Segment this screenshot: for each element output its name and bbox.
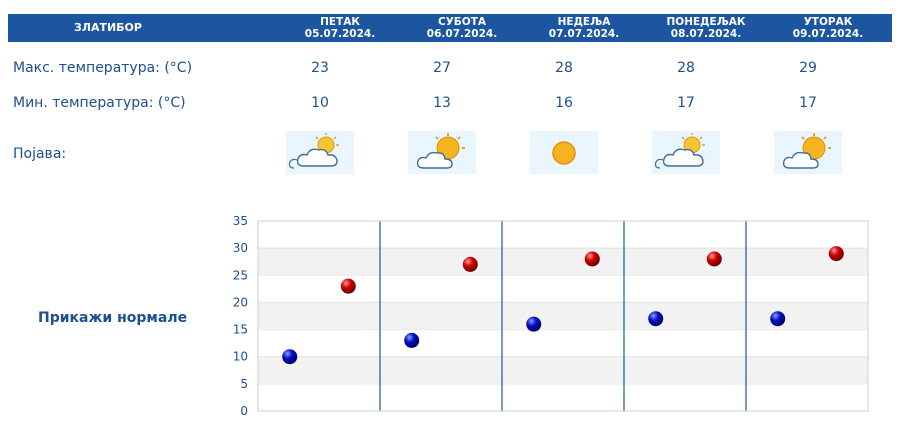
max-temp-value: 28 bbox=[555, 60, 573, 76]
forecast-header: ЗЛАТИБОР ПЕТАК 05.07.2024. СУБОТА 06.07.… bbox=[8, 14, 892, 42]
day-date: 05.07.2024. bbox=[304, 28, 376, 40]
max-temp-point bbox=[340, 278, 356, 294]
weather-icon-box bbox=[652, 131, 720, 174]
min-temp-point bbox=[648, 311, 664, 327]
min-temp-point bbox=[526, 316, 542, 332]
min-temp-value: 10 bbox=[311, 95, 329, 111]
day-header-3: НЕДЕЉА 07.07.2024. bbox=[524, 14, 644, 42]
y-tick-label: 10 bbox=[233, 350, 248, 364]
max-temp-point bbox=[706, 251, 722, 267]
min-temp-point bbox=[404, 332, 420, 348]
max-temp-value: 27 bbox=[433, 60, 451, 76]
sun-behind-cloud-icon bbox=[782, 133, 831, 169]
y-tick-label: 15 bbox=[233, 323, 248, 337]
y-tick-label: 0 bbox=[240, 404, 248, 418]
day-date: 06.07.2024. bbox=[426, 28, 498, 40]
grid-band bbox=[258, 248, 868, 276]
day-header-2: СУБОТА 06.07.2024. bbox=[402, 14, 522, 42]
max-temp-value: 28 bbox=[677, 60, 695, 76]
day-name: СУБОТА bbox=[437, 16, 487, 28]
day-header-4: ПОНЕДЕЉАК 08.07.2024. bbox=[646, 14, 766, 42]
day-name: НЕДЕЉА bbox=[557, 16, 611, 28]
y-tick-label: 30 bbox=[233, 241, 248, 255]
partly-cloudy-icon bbox=[654, 133, 705, 169]
max-temp-point bbox=[462, 256, 478, 272]
y-tick-label: 35 bbox=[233, 214, 248, 228]
day-name: ПЕТАК bbox=[320, 16, 360, 28]
day-header-1: ПЕТАК 05.07.2024. bbox=[280, 14, 400, 42]
sun-icon bbox=[552, 141, 576, 165]
sun-behind-cloud-icon bbox=[416, 133, 465, 169]
max-temp-label: Макс. температура: (°C) bbox=[13, 60, 193, 76]
weather-icon-box bbox=[774, 131, 842, 174]
max-temp-value: 23 bbox=[311, 60, 329, 76]
y-tick-label: 20 bbox=[233, 295, 248, 309]
weather-icon-box bbox=[286, 131, 354, 174]
day-date: 08.07.2024. bbox=[670, 28, 742, 40]
min-temp-value: 17 bbox=[799, 95, 817, 111]
plot-frame bbox=[257, 220, 869, 412]
min-temp-value: 16 bbox=[555, 95, 573, 111]
phenomenon-label: Појава: bbox=[13, 146, 67, 162]
weather-icon-box bbox=[408, 131, 476, 174]
day-date: 09.07.2024. bbox=[792, 28, 864, 40]
y-tick-label: 5 bbox=[240, 377, 248, 391]
min-temp-value: 17 bbox=[677, 95, 695, 111]
y-tick-label: 25 bbox=[233, 268, 248, 282]
day-date: 07.07.2024. bbox=[548, 28, 620, 40]
min-temp-point bbox=[770, 311, 786, 327]
day-header-5: УТОРАК 09.07.2024. bbox=[768, 14, 888, 42]
min-temp-label: Мин. температура: (°C) bbox=[13, 95, 186, 111]
show-normals-link[interactable]: Прикажи нормале bbox=[38, 310, 188, 326]
weather-icon-box bbox=[530, 131, 598, 174]
day-name: УТОРАК bbox=[803, 16, 853, 28]
day-name: ПОНЕДЕЉАК bbox=[666, 16, 746, 28]
max-temp-value: 29 bbox=[799, 60, 817, 76]
min-temp-point bbox=[282, 349, 298, 365]
max-temp-point bbox=[828, 246, 844, 262]
grid-band bbox=[258, 302, 868, 330]
partly-cloudy-icon bbox=[288, 133, 339, 169]
grid-band bbox=[258, 356, 868, 384]
min-temp-value: 13 bbox=[433, 95, 451, 111]
location-title: ЗЛАТИБОР bbox=[74, 21, 142, 34]
max-temp-point bbox=[584, 251, 600, 267]
